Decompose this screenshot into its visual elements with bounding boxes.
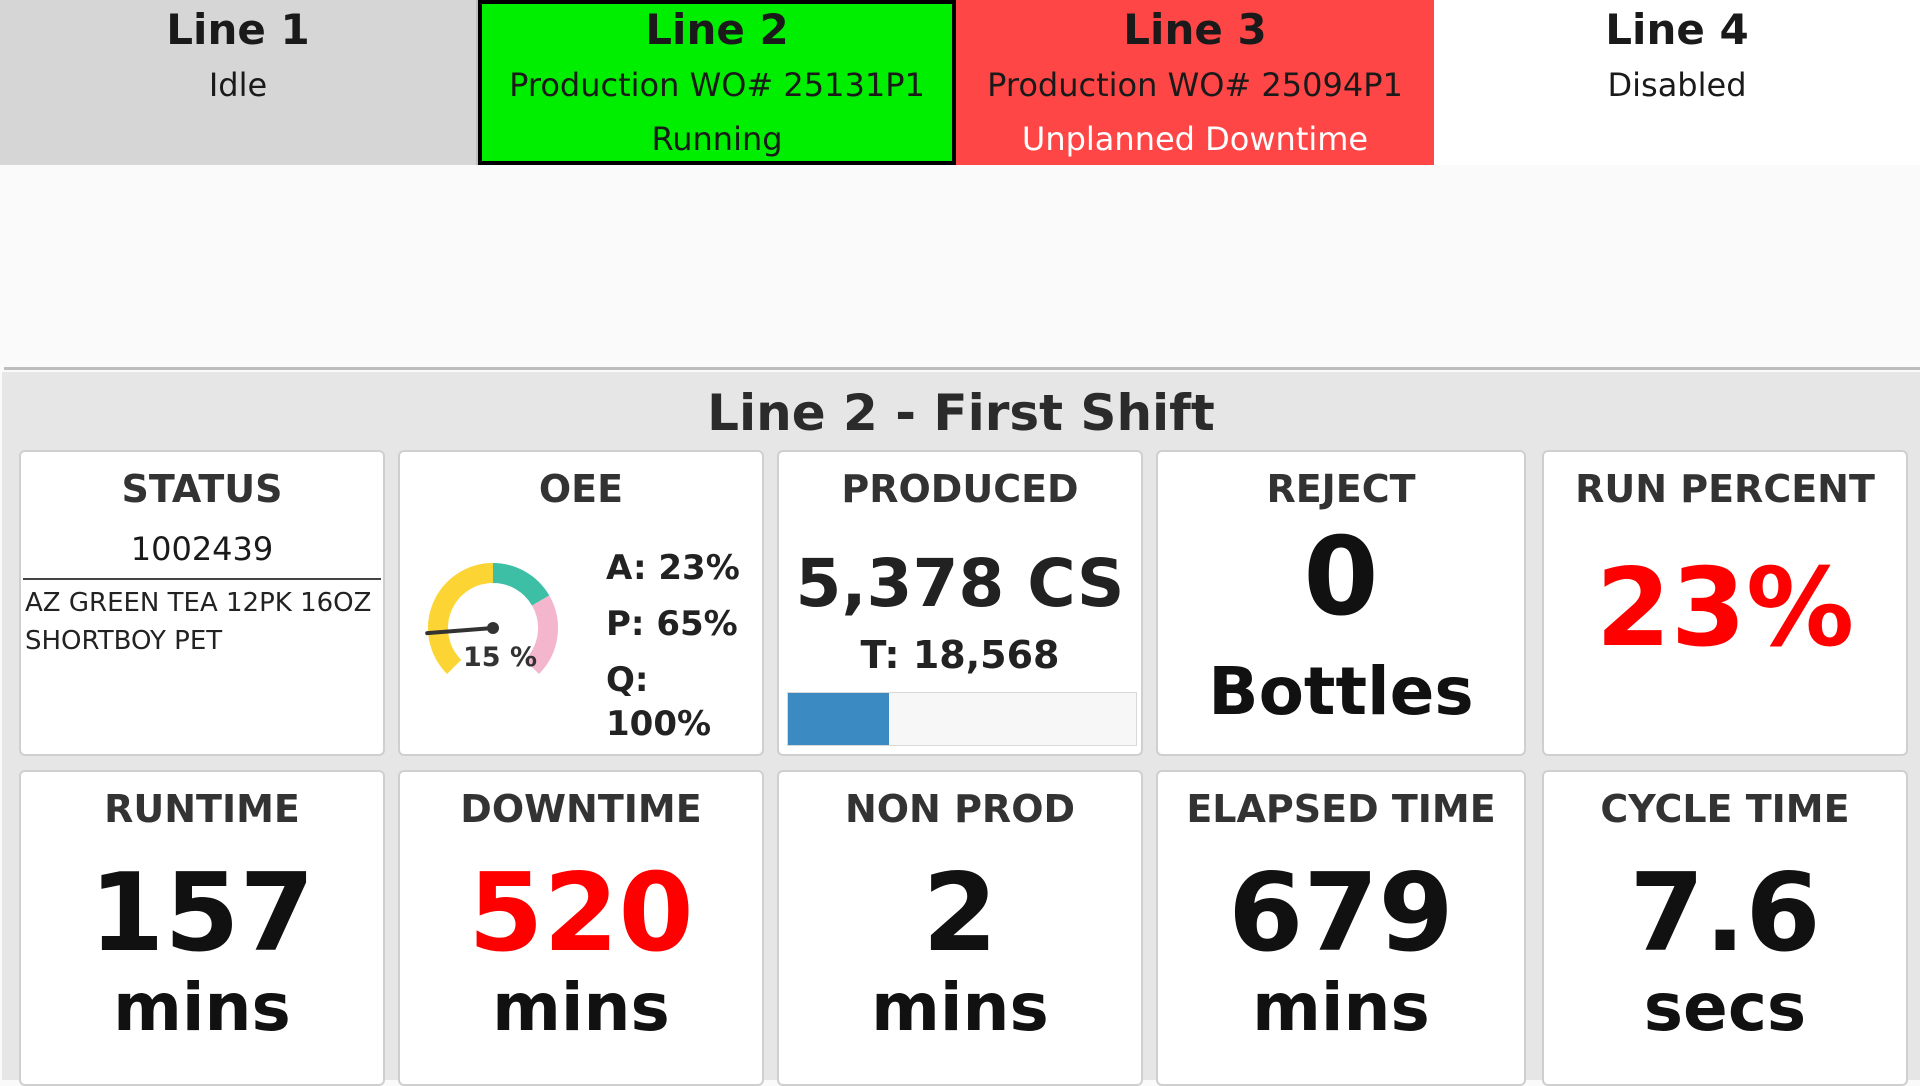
status-card[interactable]: STATUS 1002439 AZ GREEN TEA 12PK 16OZ SH… [19,450,385,756]
oee-availability: A: 23% [606,548,740,588]
line-tab-4[interactable]: Line 4 Disabled [1434,0,1920,165]
status-divider [23,578,381,580]
reject-value: 0 [1303,515,1379,640]
non-prod-value: 2 [922,851,998,976]
line-selector: Line 1 Idle Line 2 Production WO# 25131P… [0,0,1920,165]
oee-gauge-hub [487,622,499,634]
elapsed-time-card[interactable]: ELAPSED TIME 679 mins [1156,770,1526,1086]
line-work-order: Production WO# 25131P1 [509,66,925,104]
cycle-time-value: 7.6 [1629,851,1821,976]
line-status: Running [651,120,783,158]
oee-gauge-arc-quality [524,595,558,674]
oee-gauge [425,563,558,674]
non-prod-card[interactable]: NON PROD 2 mins [777,770,1143,1086]
card-title: DOWNTIME [460,787,702,831]
oee-gauge-value: 15 % [462,642,538,673]
produced-card[interactable]: PRODUCED 5,378 CS T: 18,568 [777,450,1143,756]
runtime-card[interactable]: RUNTIME 157 mins [19,770,385,1086]
line-work-order: Production WO# 25094P1 [987,66,1403,104]
line-title: Line 3 [1123,5,1267,54]
section-divider [4,367,1920,370]
oee-card[interactable]: OEE 15 % A: 23% P: 65% Q: 100% [398,450,764,756]
line-title: Line 1 [166,5,310,54]
card-title: OEE [538,467,624,511]
card-title: CYCLE TIME [1600,787,1850,831]
line-title: Line 4 [1605,5,1749,54]
line-status: Unplanned Downtime [1021,120,1369,158]
line-title: Line 2 [645,5,789,54]
line-tab-1[interactable]: Line 1 Idle [0,0,478,165]
line-status: Disabled [1607,66,1747,104]
oee-quality: Q: 100% [606,660,712,744]
non-prod-unit: mins [871,969,1049,1046]
shift-title: Line 2 - First Shift [707,384,1215,442]
status-product: AZ GREEN TEA 12PK 16OZ SHORTBOY PET [25,588,372,656]
produced-value: 5,378 CS [795,545,1125,622]
run-percent-card[interactable]: RUN PERCENT 23% [1542,450,1908,756]
produced-progress-bar [787,692,1137,746]
oee-gauge-arc-availability [428,563,494,674]
line-status: Idle [208,66,268,104]
shift-panel: Line 2 - First Shift STATUS 1002439 AZ G… [2,372,1920,1086]
cycle-time-card[interactable]: CYCLE TIME 7.6 secs [1542,770,1908,1086]
elapsed-time-value: 679 [1228,851,1454,976]
elapsed-time-unit: mins [1252,969,1430,1046]
card-title: REJECT [1266,467,1416,511]
line-tab-3[interactable]: Line 3 Production WO# 25094P1 Unplanned … [956,0,1434,165]
oee-performance: P: 65% [606,604,738,644]
runtime-value: 157 [89,851,315,976]
oee-gauge-needle [425,626,495,636]
downtime-unit: mins [492,969,670,1046]
cycle-time-unit: secs [1643,969,1807,1046]
oee-gauge-arc-performance [492,563,550,606]
card-title: STATUS [121,467,283,511]
produced-progress-fill [788,693,889,745]
produced-target: T: 18,568 [860,633,1060,677]
run-percent-value: 23% [1595,546,1855,671]
card-title: PRODUCED [841,467,1079,511]
downtime-value: 520 [468,851,694,976]
card-title: NON PROD [844,787,1076,831]
runtime-unit: mins [113,969,291,1046]
reject-card[interactable]: REJECT 0 Bottles [1156,450,1526,756]
card-title: RUNTIME [104,787,300,831]
reject-unit: Bottles [1208,653,1474,730]
card-title: RUN PERCENT [1575,467,1875,511]
line-tab-2[interactable]: Line 2 Production WO# 25131P1 Running [478,0,956,165]
status-work-order: 1002439 [130,530,274,568]
card-title: ELAPSED TIME [1186,787,1496,831]
downtime-card[interactable]: DOWNTIME 520 mins [398,770,764,1086]
